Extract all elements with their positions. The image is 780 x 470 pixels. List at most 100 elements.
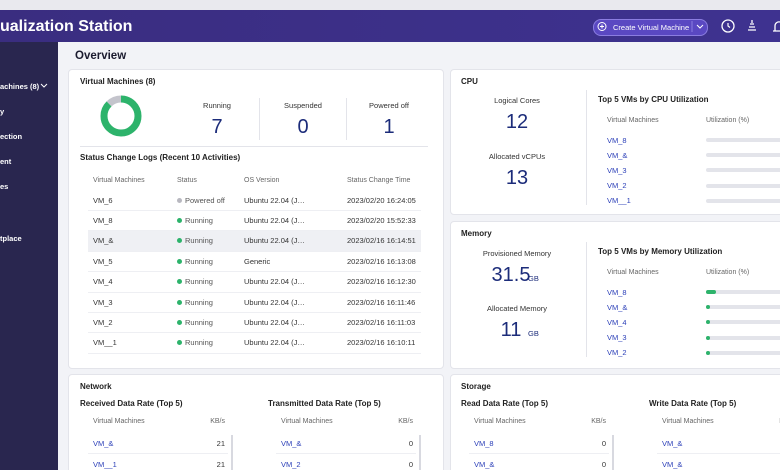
rate-value: 21 <box>216 438 225 448</box>
network-card <box>68 374 444 470</box>
sidebar-item[interactable]: es <box>0 181 9 191</box>
cpu-divider <box>586 90 587 205</box>
panel-title: Read Data Rate (Top 5) <box>461 399 548 409</box>
row-highlight <box>88 231 421 251</box>
bar <box>706 350 710 355</box>
bar-track <box>706 305 780 310</box>
sidebar-item[interactable]: ent <box>0 156 12 166</box>
column-header: KB/s <box>398 417 413 425</box>
sidebar-item[interactable]: y <box>0 106 5 116</box>
column-header: Utilization (%) <box>706 116 750 124</box>
vm-link[interactable]: VM_& <box>281 438 302 448</box>
memory-card <box>450 221 780 369</box>
table-cell: Running <box>185 277 213 287</box>
vm-link[interactable]: VM_3 <box>607 333 627 343</box>
column-header: Virtual Machines <box>607 116 659 124</box>
vm-link[interactable]: VM_& <box>662 459 683 469</box>
table-cell: Running <box>185 256 213 266</box>
vm-link[interactable]: VM_2 <box>607 181 627 191</box>
table-cell: Powered off <box>185 195 225 205</box>
stat-value: 11 <box>500 319 522 341</box>
stat-label: Allocated vCPUs <box>488 151 546 161</box>
table-cell: Ubuntu 22.04 (J… <box>244 277 305 287</box>
donut-segment <box>100 95 142 137</box>
vm-link[interactable]: VM_8 <box>474 438 494 448</box>
bar-track <box>706 198 780 203</box>
bar-track <box>706 168 780 173</box>
column-header: Utilization (%) <box>706 268 750 276</box>
row-divider <box>88 352 421 354</box>
stat-value: 1 <box>383 116 395 138</box>
page-title: Overview <box>75 50 127 63</box>
column-header: Virtual Machines <box>93 176 145 184</box>
vm-link[interactable]: VM__1 <box>93 459 117 469</box>
status-dot <box>177 197 182 203</box>
vm-link[interactable]: VM__1 <box>607 196 631 206</box>
stats-divider <box>346 98 347 140</box>
create-button-label[interactable]: Create Virtual Machine <box>613 22 690 32</box>
memory-divider <box>586 242 587 357</box>
app-title: ualization Station <box>0 18 133 36</box>
rate-value: 0 <box>601 459 606 469</box>
bar-track <box>706 183 780 188</box>
panel-title: Write Data Rate (Top 5) <box>649 399 737 409</box>
vm-link[interactable]: VM_3 <box>607 165 627 175</box>
column-header: OS Version <box>244 176 280 184</box>
vm-link[interactable]: VM_8 <box>607 287 627 297</box>
section-divider <box>80 146 428 147</box>
vm-name: VM_8 <box>93 215 113 225</box>
row-divider <box>88 271 421 273</box>
vm-link[interactable]: VM_& <box>474 459 495 469</box>
table-cell: 2023/02/16 16:11:03 <box>347 317 416 327</box>
stats-divider <box>259 98 260 140</box>
panel-title: Top 5 VMs by CPU Utilization <box>598 95 709 105</box>
vm-link[interactable]: VM_& <box>607 302 628 312</box>
vm-name: VM_6 <box>93 195 113 205</box>
vm-link[interactable]: VM_2 <box>281 459 301 469</box>
sidebar-item[interactable]: ection <box>0 131 23 141</box>
row-divider <box>88 312 421 313</box>
column-header: Virtual Machines <box>474 417 526 425</box>
table-cell: Ubuntu 22.04 (J… <box>244 297 305 307</box>
sidebar-item[interactable]: achines (8) <box>0 81 40 91</box>
cpu-card <box>450 69 780 215</box>
table-cell: Running <box>185 338 213 348</box>
vm-card <box>68 69 444 369</box>
table-cell: Running <box>185 236 213 246</box>
table-cell: Ubuntu 22.04 (J… <box>244 338 305 348</box>
sidebar-item[interactable]: tplace <box>0 233 22 243</box>
create-button[interactable] <box>593 19 708 36</box>
column-header: Virtual Machines <box>281 417 333 425</box>
table-cell: Running <box>185 297 213 307</box>
column-header: KB/s <box>591 417 606 425</box>
bar-track <box>706 320 780 325</box>
status-dot <box>177 279 182 285</box>
vm-link[interactable]: VM_& <box>662 438 683 448</box>
bar <box>706 320 710 325</box>
rate-value: 0 <box>408 459 413 469</box>
vm-link[interactable]: VM_4 <box>607 317 627 327</box>
column-header: Status Change Time <box>347 176 411 184</box>
stat-unit: GB <box>528 328 539 338</box>
bar-track <box>706 335 780 340</box>
vm-link[interactable]: VM_8 <box>607 135 627 145</box>
vm-link[interactable]: VM_2 <box>607 348 627 358</box>
table-cell: Running <box>185 215 213 225</box>
row-divider <box>469 453 609 454</box>
row-divider <box>88 291 421 293</box>
status-dot <box>177 319 182 325</box>
row-divider <box>276 453 416 454</box>
vm-link[interactable]: VM_& <box>607 150 628 160</box>
row-divider <box>88 230 421 232</box>
table-cell: 2023/02/16 16:11:46 <box>347 297 416 307</box>
vm-link[interactable]: VM_& <box>93 438 114 448</box>
table-cell: 2023/02/16 16:13:08 <box>347 256 416 266</box>
top-strip <box>0 0 780 10</box>
stat-unit: GB <box>528 273 539 283</box>
status-dot <box>177 238 182 244</box>
table-cell: 2023/02/16 16:14:51 <box>347 236 416 246</box>
stat-label: Suspended <box>284 100 322 110</box>
bar-track <box>706 138 780 142</box>
stat-value: 0 <box>297 116 309 138</box>
row-divider <box>88 250 421 252</box>
